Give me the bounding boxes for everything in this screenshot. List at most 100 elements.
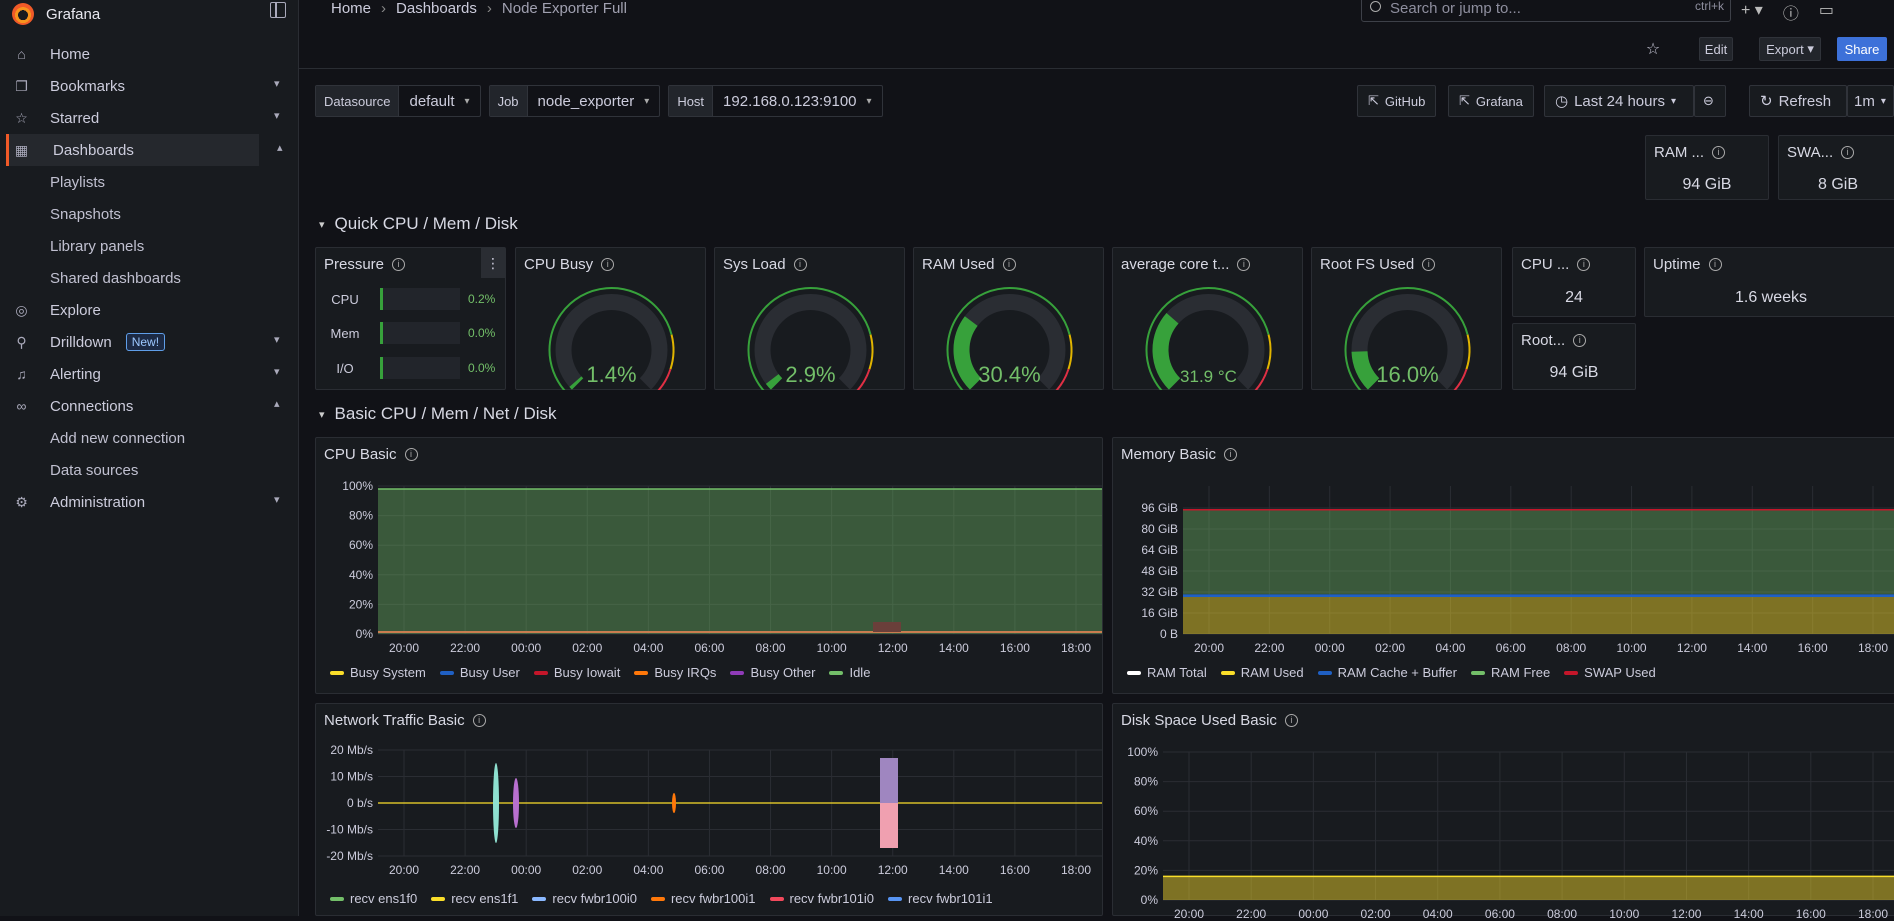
datasource-variable[interactable]: Datasource default ▾ <box>315 85 481 117</box>
legend-item[interactable]: Busy Iowait <box>533 665 620 680</box>
nav-item-alerting[interactable]: ♫ Alerting ▾ <box>0 358 299 390</box>
help-icon[interactable]: ⓘ <box>1782 6 1799 23</box>
nav-item-drilldown[interactable]: ⚲ Drilldown New! ▾ <box>0 326 299 358</box>
edit-button[interactable]: Edit <box>1699 37 1733 61</box>
info-icon[interactable]: i <box>1422 258 1436 271</box>
variable-value[interactable]: 192.168.0.123:9100 ▾ <box>713 86 882 116</box>
github-link[interactable]: ⇱ GitHub <box>1357 85 1437 117</box>
share-button[interactable]: Share <box>1837 37 1887 61</box>
variable-value[interactable]: default ▾ <box>399 86 479 116</box>
chevron-up-icon[interactable]: ▴ <box>274 398 280 410</box>
chevron-down-icon[interactable]: ▾ <box>274 334 280 346</box>
root-fs-total-stat[interactable]: Root... i 94 GiB <box>1512 323 1636 390</box>
time-picker[interactable]: ◷ Last 24 hours ▾ <box>1544 85 1694 117</box>
info-icon[interactable]: i <box>472 714 486 727</box>
news-icon[interactable]: ▭ <box>1818 2 1834 19</box>
panel-menu-icon[interactable]: ⋮ <box>481 248 505 278</box>
legend-item[interactable]: recv ens1f1 <box>431 891 518 906</box>
nav-sub-library-panels[interactable]: Library panels <box>50 237 145 255</box>
chevron-down-icon[interactable]: ▾ <box>274 78 280 90</box>
zoom-out-icon[interactable]: ⊖ <box>1694 85 1726 117</box>
nav-item-starred[interactable]: ☆ Starred ▾ <box>0 102 299 134</box>
refresh-interval[interactable]: 1m ▾ <box>1847 85 1894 117</box>
swap-total-stat[interactable]: SWA... i 8 GiB <box>1778 135 1894 200</box>
variable-value[interactable]: node_exporter ▾ <box>528 86 660 116</box>
row-basic[interactable]: ▾ Basic CPU / Mem / Net / Disk <box>319 404 557 424</box>
breadcrumb-dashboards[interactable]: Dashboards <box>396 0 477 17</box>
export-button[interactable]: Export ▾ <box>1759 37 1821 61</box>
legend-item[interactable]: RAM Free <box>1470 665 1550 680</box>
legend-item[interactable]: Busy User <box>439 665 520 680</box>
nav-sub-shared-dashboards[interactable]: Shared dashboards <box>50 269 181 287</box>
legend-item[interactable]: Busy IRQs <box>634 665 716 680</box>
grafana-link[interactable]: ⇱ Grafana <box>1448 85 1534 117</box>
cpu-basic-panel[interactable]: CPU Basic i 100% 80% 60% 40% 20% 0% 20:00 22:00 0… <box>315 437 1103 694</box>
legend-item[interactable]: SWAP Used <box>1564 665 1656 680</box>
chevron-down-icon[interactable]: ▾ <box>274 494 280 506</box>
legend-item[interactable]: recv fwbr100i0 <box>532 891 637 906</box>
info-icon[interactable]: i <box>1284 714 1298 727</box>
disk-basic-panel[interactable]: Disk Space Used Basic i 100% 80% 60% 40% 20% 0… <box>1112 703 1894 921</box>
ram-total-stat[interactable]: RAM ... i 94 GiB <box>1645 135 1769 200</box>
info-icon[interactable]: i <box>404 448 418 461</box>
info-icon[interactable]: i <box>1712 146 1726 159</box>
row-quick[interactable]: ▾ Quick CPU / Mem / Disk <box>319 214 518 234</box>
info-icon[interactable]: i <box>1237 258 1251 271</box>
nav-item-home[interactable]: ⌂ Home <box>0 38 299 70</box>
info-icon[interactable]: i <box>1573 334 1587 347</box>
legend-item[interactable]: Busy Other <box>730 665 815 680</box>
memory-basic-chart[interactable]: 96 GiB 80 GiB 64 GiB 48 GiB 32 GiB 16 GiB 0 B 2… <box>1113 470 1894 680</box>
info-icon[interactable]: i <box>793 258 807 271</box>
memory-basic-panel[interactable]: Memory Basic i 96 GiB 80 GiB 64 GiB 48 GiB 32… <box>1112 437 1894 694</box>
nav-item-connections[interactable]: ∞ Connections ▴ <box>0 390 299 422</box>
legend-item[interactable]: RAM Total <box>1127 665 1207 680</box>
refresh-button[interactable]: ↻ Refresh <box>1749 85 1847 117</box>
info-icon[interactable]: i <box>1224 448 1238 461</box>
breadcrumb-home[interactable]: Home <box>331 0 372 17</box>
nav-sub-add-connection[interactable]: Add new connection <box>50 429 186 447</box>
info-icon[interactable]: i <box>1577 258 1591 271</box>
gauge-panel[interactable]: Root FS Used i 16.0% <box>1311 247 1502 390</box>
nav-sub-snapshots[interactable]: Snapshots <box>50 205 121 223</box>
cpu-basic-chart[interactable]: 100% 80% 60% 40% 20% 0% 20:00 22:00 00:00 02:00 04… <box>316 470 1104 680</box>
nav-item-bookmarks[interactable]: ❐ Bookmarks ▾ <box>0 70 299 102</box>
nav-sub-playlists[interactable]: Playlists <box>50 173 106 191</box>
info-icon[interactable]: i <box>392 258 406 271</box>
info-icon[interactable]: i <box>1002 258 1016 271</box>
chevron-up-icon[interactable]: ▴ <box>277 142 283 154</box>
gauge-panel[interactable]: Sys Load i 2.9% <box>714 247 905 390</box>
info-icon[interactable]: i <box>1841 146 1855 159</box>
nav-item-administration[interactable]: ⚙ Administration ▾ <box>0 486 299 518</box>
legend-item[interactable]: recv fwbr101i1 <box>888 891 993 906</box>
uptime-stat[interactable]: Uptime i 1.6 weeks <box>1644 247 1894 317</box>
chevron-down-icon[interactable]: ▾ <box>274 110 280 122</box>
gauge-panel[interactable]: CPU Busy i 1.4% <box>515 247 706 390</box>
legend-item[interactable]: recv fwbr100i1 <box>650 891 756 906</box>
legend-item[interactable]: recv fwbr101i0 <box>769 891 874 906</box>
gauge-panel[interactable]: RAM Used i 30.4% <box>913 247 1104 390</box>
network-basic-chart[interactable]: 20 Mb/s 10 Mb/s 0 b/s -10 Mb/s -20 Mb/s 20:00… <box>316 736 1104 906</box>
gauge-panel[interactable]: average core t... i 31.9 °C <box>1112 247 1303 390</box>
cpu-cores-stat[interactable]: CPU ... i 24 <box>1512 247 1636 317</box>
nav-item-dashboards[interactable]: ▦ Dashboards ▴ <box>6 134 283 166</box>
network-basic-panel[interactable]: Network Traffic Basic i 20 Mb/s 10 Mb/s 0 b… <box>315 703 1103 916</box>
chevron-down-icon[interactable]: ▾ <box>274 366 280 378</box>
disk-basic-chart[interactable]: 100% 80% 60% 40% 20% 0% 20:00 22:00 00:00 02:00 04… <box>1113 736 1894 921</box>
grafana-logo-icon[interactable] <box>12 3 34 25</box>
add-icon[interactable]: + ▾ <box>1741 2 1763 19</box>
legend-item[interactable]: recv ens1f0 <box>330 891 417 906</box>
search-input[interactable]: Search or jump to... ctrl+k <box>1361 0 1731 22</box>
legend-item[interactable]: Idle <box>829 665 870 680</box>
nav-sub-data-sources[interactable]: Data sources <box>50 461 139 479</box>
info-icon[interactable]: i <box>601 258 615 271</box>
pressure-panel[interactable]: Pressure i ⋮ CPU 0.2% Mem 0.0% I/O 0.0% <box>315 247 506 390</box>
dock-menu-icon[interactable] <box>270 2 286 18</box>
star-icon[interactable]: ☆ <box>1645 41 1661 58</box>
host-variable[interactable]: Host 192.168.0.123:9100 ▾ <box>668 85 883 117</box>
legend-item[interactable]: Busy System <box>330 665 426 680</box>
info-icon[interactable]: i <box>1708 258 1722 271</box>
nav-item-explore[interactable]: ◎ Explore <box>0 294 299 326</box>
legend-item[interactable]: RAM Used <box>1220 665 1304 680</box>
job-variable[interactable]: Job node_exporter ▾ <box>488 85 661 117</box>
legend-item[interactable]: RAM Cache + Buffer <box>1317 665 1457 680</box>
